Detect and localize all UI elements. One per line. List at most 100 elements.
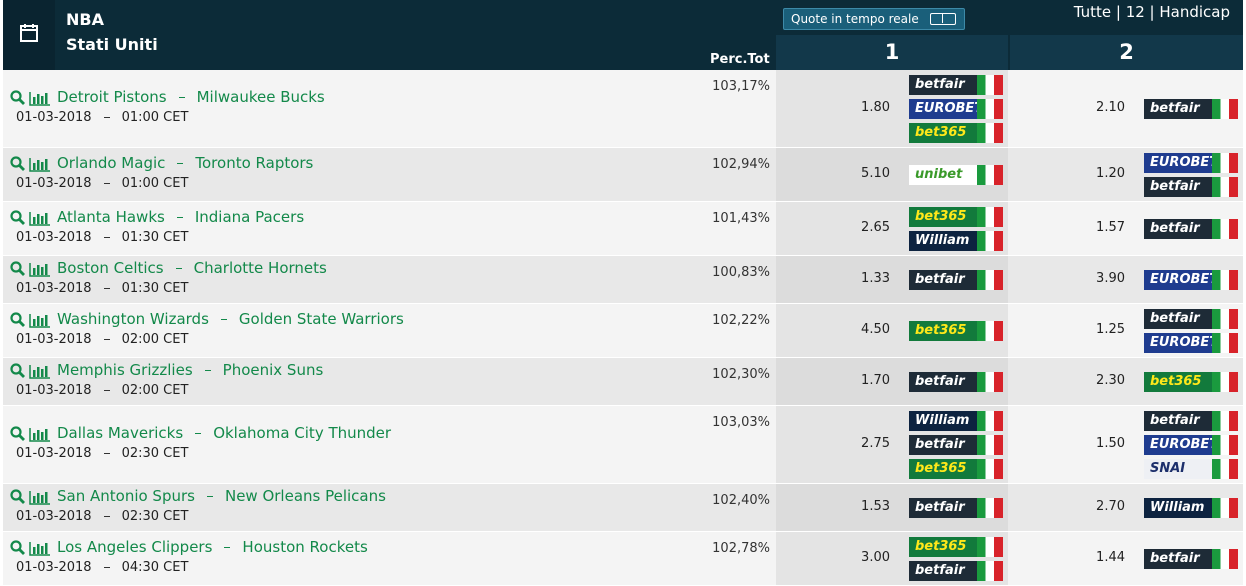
odd-2[interactable]: 2.70 — [1096, 499, 1125, 514]
away-team[interactable]: Phoenix Suns — [222, 361, 324, 379]
bookmaker-logo[interactable]: bet365 — [909, 321, 1003, 341]
match-row[interactable]: Atlanta Hawks Indiana Pacers 01-03-2018 01:… — [3, 202, 1243, 256]
bookmaker-logo[interactable]: William HILL — [909, 411, 1003, 431]
match-row[interactable]: Washington Wizards Golden State Warriors 0… — [3, 304, 1243, 358]
odd-2[interactable]: 1.57 — [1096, 220, 1125, 235]
bookmaker-logo[interactable]: bet365 — [909, 537, 1003, 557]
odd-1[interactable]: 2.65 — [861, 220, 890, 235]
bookmaker-logo[interactable]: bet365 — [909, 207, 1003, 227]
date: 01-03-2018 — [16, 446, 92, 461]
bookmaker-logo[interactable]: betfair — [1144, 309, 1238, 329]
bookmakers: unibet — [909, 165, 1003, 185]
bookmaker-logo[interactable]: betfair — [909, 435, 1003, 455]
match-icons[interactable] — [10, 260, 56, 278]
home-team[interactable]: San Antonio Spurs — [57, 487, 195, 505]
home-team[interactable]: Dallas Mavericks — [57, 424, 184, 442]
percentage: 101,43% — [712, 211, 770, 226]
odd-2[interactable]: 3.90 — [1096, 271, 1125, 286]
bookmaker-logo[interactable]: EUROBET — [1144, 270, 1238, 290]
bookmaker-logo[interactable]: EUROBET — [909, 99, 1003, 119]
bookmaker-logo[interactable]: bet365 — [909, 459, 1003, 479]
away-team[interactable]: Toronto Raptors — [195, 154, 314, 172]
date: 01-03-2018 — [16, 281, 92, 296]
odd-2[interactable]: 2.10 — [1096, 100, 1125, 115]
match-icons[interactable] — [10, 362, 56, 380]
datetime: 01-03-2018 04:30 CET — [16, 560, 188, 575]
away-team[interactable]: Indiana Pacers — [194, 208, 305, 226]
league: NBA — [66, 10, 104, 29]
away-team[interactable]: Golden State Warriors — [238, 310, 404, 328]
match-icons[interactable] — [10, 209, 56, 227]
match-row[interactable]: San Antonio Spurs New Orleans Pelicans 01-… — [3, 484, 1243, 532]
home-team[interactable]: Detroit Pistons — [57, 88, 167, 106]
bookmaker-logo[interactable]: betfair — [1144, 99, 1238, 119]
home-team[interactable]: Memphis Grizzlies — [57, 361, 193, 379]
away-team[interactable]: Charlotte Hornets — [193, 259, 327, 277]
bookmaker-logo[interactable]: William HILL — [1144, 498, 1238, 518]
odd-1[interactable]: 4.50 — [861, 322, 890, 337]
match-icons[interactable] — [10, 155, 56, 173]
datetime: 01-03-2018 02:30 CET — [16, 509, 188, 524]
time: 04:30 CET — [121, 560, 189, 575]
teams: Los Angeles Clippers Houston Rockets — [57, 538, 368, 556]
bookmaker-logo[interactable]: betfair — [1144, 549, 1238, 569]
away-team[interactable]: New Orleans Pelicans — [224, 487, 386, 505]
header: NBA Stati Uniti Perc.Tot Quote in tempo … — [3, 0, 1243, 70]
home-team[interactable]: Orlando Magic — [57, 154, 166, 172]
bookmaker-logo[interactable]: unibet — [909, 165, 1003, 185]
bookmaker-logo[interactable]: EUROBET — [1144, 435, 1238, 455]
odd-1[interactable]: 2.75 — [861, 436, 890, 451]
match-icons[interactable] — [10, 488, 56, 506]
live-odds-button[interactable]: Quote in tempo reale — [783, 8, 965, 30]
home-team[interactable]: Boston Celtics — [57, 259, 164, 277]
bookmaker-logo[interactable]: betfair — [909, 561, 1003, 581]
odd-2[interactable]: 1.50 — [1096, 436, 1125, 451]
datetime: 01-03-2018 02:00 CET — [16, 383, 188, 398]
match-icons[interactable] — [10, 425, 56, 443]
bookmaker-logo[interactable]: SNAI — [1144, 459, 1238, 479]
bookmaker-logo[interactable]: betfair — [1144, 177, 1238, 197]
bookmakers: William HILL — [1144, 498, 1238, 518]
bookmaker-logo[interactable]: EUROBET — [1144, 153, 1238, 173]
odd-1[interactable]: 1.70 — [861, 373, 890, 388]
odd-1[interactable]: 3.00 — [861, 550, 890, 565]
match-icons[interactable] — [10, 89, 56, 107]
match-row[interactable]: Boston Celtics Charlotte Hornets 01-03-201… — [3, 256, 1243, 304]
home-team[interactable]: Washington Wizards — [57, 310, 209, 328]
date: 01-03-2018 — [16, 176, 92, 191]
bookmakers: bet365 betfair — [909, 537, 1003, 581]
match-row[interactable]: Memphis Grizzlies Phoenix Suns 01-03-2018 0… — [3, 358, 1243, 406]
bookmaker-logo[interactable]: betfair — [909, 372, 1003, 392]
bookmaker-logo[interactable]: bet365 — [909, 123, 1003, 143]
filters[interactable]: Tutte | 12 | Handicap — [1073, 3, 1230, 21]
match-row[interactable]: Detroit Pistons Milwaukee Bucks 01-03-2018… — [3, 70, 1243, 148]
bookmaker-logo[interactable]: betfair — [1144, 411, 1238, 431]
bookmakers: EUROBET — [1144, 270, 1238, 290]
bookmaker-logo[interactable]: EUROBET — [1144, 333, 1238, 353]
bookmaker-logo[interactable]: betfair — [909, 270, 1003, 290]
away-team[interactable]: Houston Rockets — [242, 538, 368, 556]
bookmaker-logo[interactable]: betfair — [1144, 219, 1238, 239]
bookmaker-logo[interactable]: William HILL — [909, 231, 1003, 251]
match-row[interactable]: Orlando Magic Toronto Raptors 01-03-2018 01… — [3, 148, 1243, 202]
bookmaker-logo[interactable]: bet365 — [1144, 372, 1238, 392]
match-row[interactable]: Los Angeles Clippers Houston Rockets 01-03… — [3, 532, 1243, 586]
match-icons[interactable] — [10, 311, 56, 329]
odd-2[interactable]: 1.20 — [1096, 166, 1125, 181]
odd-1[interactable]: 1.80 — [861, 100, 890, 115]
home-team[interactable]: Atlanta Hawks — [57, 208, 165, 226]
home-team[interactable]: Los Angeles Clippers — [57, 538, 213, 556]
odd-2[interactable]: 2.30 — [1096, 373, 1125, 388]
away-team[interactable]: Oklahoma City Thunder — [213, 424, 392, 442]
odd-2[interactable]: 1.44 — [1096, 550, 1125, 565]
odd-1[interactable]: 5.10 — [861, 166, 890, 181]
bookmaker-logo[interactable]: betfair — [909, 498, 1003, 518]
odd-1[interactable]: 1.53 — [861, 499, 890, 514]
away-team[interactable]: Milwaukee Bucks — [196, 88, 325, 106]
odd-1[interactable]: 1.33 — [861, 271, 890, 286]
match-icons[interactable] — [10, 539, 56, 557]
separator — [195, 433, 202, 434]
odd-2[interactable]: 1.25 — [1096, 322, 1125, 337]
match-row[interactable]: Dallas Mavericks Oklahoma City Thunder 01-… — [3, 406, 1243, 484]
bookmaker-logo[interactable]: betfair — [909, 75, 1003, 95]
